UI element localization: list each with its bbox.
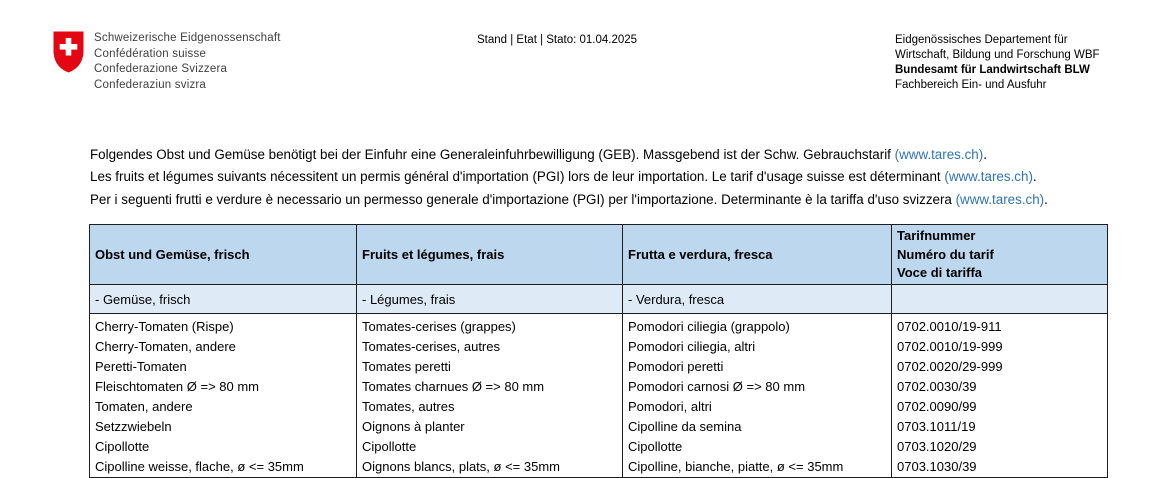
- table-header-fr: Fruits et légumes, frais: [356, 224, 623, 285]
- product-de: Tomaten, andere: [95, 399, 193, 414]
- product-fr: Tomates charnues Ø => 80 mm: [362, 379, 545, 394]
- table-header-tarif: Tarifnummer Numéro du tarif Voce di tari…: [891, 224, 1108, 285]
- department-header: Eidgenössisches Departement für Wirtscha…: [895, 33, 1100, 93]
- logo-line-fr: Confédération suisse: [94, 47, 207, 60]
- intro-it-suffix: .: [1044, 191, 1048, 207]
- tariff-number: 0702.0020/29-999: [897, 359, 1003, 374]
- product-fr: Oignons à planter: [362, 419, 465, 434]
- product-de: Cherry-Tomaten (Rispe): [95, 319, 234, 334]
- tares-link-fr[interactable]: (www.tares.ch): [944, 169, 1033, 185]
- table-subheader-de: - Gemüse, frisch: [89, 284, 357, 314]
- tarif-header-line-de: Tarifnummer: [897, 228, 976, 243]
- table-subheader-tarif: [891, 284, 1108, 314]
- table-subheader-row: - Gemüse, frisch - Légumes, frais - Verd…: [89, 284, 1108, 314]
- product-fr: Tomates, autres: [362, 399, 455, 414]
- table-header-de: Obst und Gemüse, frisch: [89, 224, 357, 285]
- intro-fr-suffix: .: [1032, 169, 1037, 185]
- logo-line-rm: Confederaziun svizra: [94, 78, 207, 91]
- intro-line-de: Folgendes Obst und Gemüse benötigt bei d…: [90, 144, 1048, 166]
- tariff-number: 0703.1020/29: [897, 439, 977, 454]
- confederation-name-block: Schweizerische Eidgenossenschaft Confédé…: [94, 30, 281, 93]
- tarif-header-line-fr: Numéro du tarif: [897, 246, 994, 262]
- tariff-number: 0702.0010/19-999: [897, 339, 1003, 354]
- tariff-number: 0702.0030/39: [897, 379, 977, 394]
- intro-fr-text: Les fruits et légumes suivants nécessite…: [90, 169, 945, 185]
- document-status-date: Stand | Etat | Stato: 01.04.2025: [477, 34, 638, 46]
- product-de: Cipolline weisse, flache, ø <= 35mm: [95, 459, 304, 474]
- product-fr: Tomates-cerises (grappes): [362, 319, 516, 334]
- column-tariff-numbers: 0702.0010/19-911 0702.0010/19-999 0702.0…: [891, 313, 1108, 478]
- department-line-1: Eidgenössisches Departement für: [895, 34, 1068, 46]
- table-subheader-it: - Verdura, fresca: [622, 284, 892, 314]
- office-name: Bundesamt für Landwirtschaft BLW: [895, 64, 1090, 76]
- intro-line-it: Per i seguenti frutti e verdure è necess…: [90, 189, 1048, 211]
- column-products-it: Pomodori ciliegia (grappolo) Pomodori ci…: [622, 313, 892, 478]
- intro-de-suffix: .: [983, 147, 987, 162]
- department-line-2: Wirtschaft, Bildung und Forschung WBF: [895, 49, 1100, 61]
- table-data-row: Cherry-Tomaten (Rispe) Cherry-Tomaten, a…: [89, 313, 1108, 478]
- tariff-number: 0702.0010/19-911: [897, 319, 1002, 334]
- logo-line-de: Schweizerische Eidgenossenschaft: [94, 32, 281, 44]
- tariff-number: 0703.1011/19: [897, 419, 976, 434]
- logo-line-it: Confederazione Svizzera: [94, 63, 228, 75]
- product-it: Pomodori ciliegia, altri: [628, 339, 756, 354]
- table-header-row: Obst und Gemüse, frisch Fruits et légume…: [89, 224, 1108, 285]
- product-it: Pomodori carnosi Ø => 80 mm: [628, 379, 806, 394]
- product-it: Cipollotte: [628, 439, 683, 454]
- column-products-de: Cherry-Tomaten (Rispe) Cherry-Tomaten, a…: [89, 313, 357, 478]
- tariff-number: 0702.0090/99: [897, 399, 977, 414]
- tares-link-de[interactable]: (www.tares.ch): [894, 147, 984, 162]
- product-de: Peretti-Tomaten: [95, 359, 187, 374]
- product-de: Cherry-Tomaten, andere: [95, 339, 236, 354]
- column-products-fr: Tomates-cerises (grappes) Tomates-cerise…: [356, 313, 623, 478]
- unit-name: Fachbereich Ein- und Ausfuhr: [895, 79, 1047, 91]
- product-it: Cipolline da semina: [628, 419, 742, 434]
- swiss-confederation-logo: Schweizerische Eidgenossenschaft Confédé…: [52, 30, 281, 93]
- tariff-number: 0703.1030/39: [897, 459, 977, 474]
- product-it: Pomodori ciliegia (grappolo): [628, 319, 790, 334]
- product-fr: Cipollotte: [362, 439, 417, 454]
- product-de: Fleischtomaten Ø => 80 mm: [95, 379, 260, 394]
- product-de: Cipollotte: [95, 439, 150, 454]
- intro-text: Folgendes Obst und Gemüse benötigt bei d…: [90, 144, 1048, 211]
- intro-it-text: Per i seguenti frutti e verdure è necess…: [90, 191, 956, 207]
- intro-line-fr: Les fruits et légumes suivants nécessite…: [90, 166, 1048, 188]
- tariff-table: Obst und Gemüse, frisch Fruits et légume…: [89, 224, 1108, 478]
- tares-link-it[interactable]: (www.tares.ch): [955, 191, 1045, 207]
- product-it: Pomodori peretti: [628, 359, 724, 374]
- product-fr: Oignons blancs, plats, ø <= 35mm: [362, 459, 560, 474]
- swiss-shield-icon: [53, 31, 84, 73]
- product-fr: Tomates peretti: [362, 359, 451, 374]
- product-it: Pomodori, altri: [628, 399, 712, 414]
- tarif-header-line-it: Voce di tariffa: [897, 265, 983, 280]
- intro-de-text: Folgendes Obst und Gemüse benötigt bei d…: [90, 147, 895, 162]
- table-header-it: Frutta e verdura, fresca: [622, 224, 892, 285]
- product-de: Setzzwiebeln: [95, 419, 172, 434]
- table-subheader-fr: - Légumes, frais: [356, 284, 623, 314]
- product-it: Cipolline, bianche, piatte, ø <= 35mm: [628, 459, 844, 474]
- product-fr: Tomates-cerises, autres: [362, 339, 500, 354]
